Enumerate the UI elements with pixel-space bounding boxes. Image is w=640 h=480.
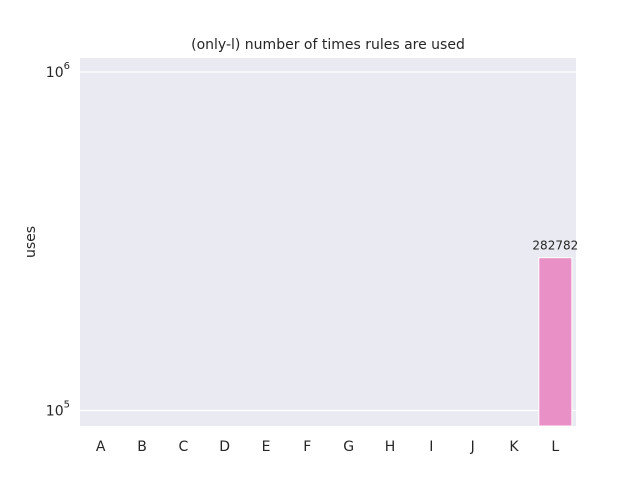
- bar-l: [538, 257, 573, 427]
- y-tick-label: 105: [46, 400, 70, 420]
- bars: [538, 257, 573, 427]
- y-tick-label: 106: [46, 61, 70, 81]
- x-tick-label-e: E: [262, 439, 271, 455]
- x-tick-label-i: I: [429, 439, 433, 455]
- data-labels: 282782: [532, 239, 578, 253]
- grid-lines: [80, 71, 576, 412]
- x-tick-label-l: L: [551, 439, 559, 455]
- chart-title: (only-l) number of times rules are used: [191, 37, 465, 53]
- x-tick-label-d: D: [219, 439, 230, 455]
- x-tick-label-h: H: [385, 439, 396, 455]
- x-tick-label-f: F: [303, 439, 311, 455]
- y-tick-labels: 105 106: [46, 61, 70, 419]
- y-axis-label: uses: [23, 226, 39, 258]
- x-tick-labels: A B C D E F G H I J K L: [96, 439, 560, 455]
- data-label-l: 282782: [532, 239, 578, 253]
- x-tick-label-k: K: [509, 439, 519, 455]
- x-tick-label-j: J: [470, 439, 475, 455]
- x-tick-label-g: G: [343, 439, 354, 455]
- x-tick-label-b: B: [137, 439, 147, 455]
- x-tick-label-a: A: [96, 439, 106, 455]
- plot-area: [80, 58, 576, 426]
- x-tick-label-c: C: [178, 439, 188, 455]
